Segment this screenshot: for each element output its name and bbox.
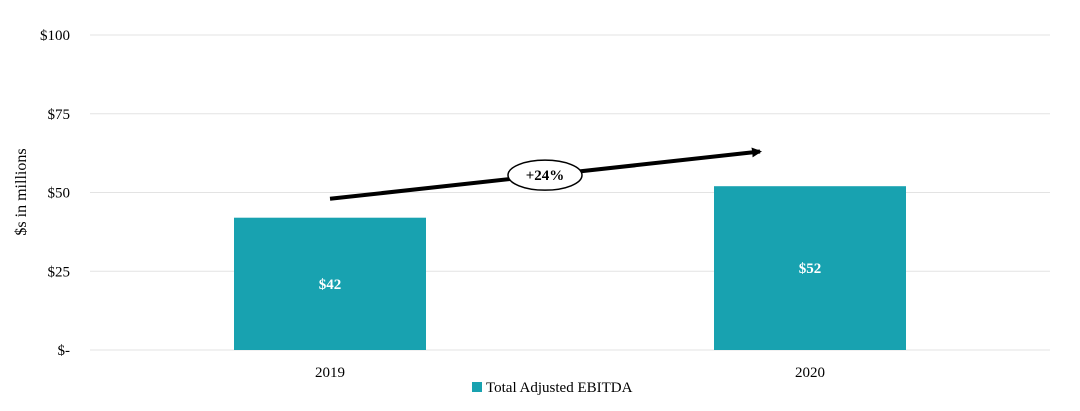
y-tick-label: $100 <box>40 28 70 44</box>
growth-badge <box>507 159 583 191</box>
bar <box>234 217 426 350</box>
legend-swatch <box>472 382 482 392</box>
bar-data-label: $52 <box>799 261 822 277</box>
x-axis-ticks: 2019 2020 <box>315 365 825 381</box>
y-tick-label: $- <box>58 343 71 359</box>
x-tick-label: 2020 <box>795 365 825 381</box>
y-tick-label: $25 <box>48 264 71 280</box>
legend-label: Total Adjusted EBITDA <box>486 380 633 396</box>
bar <box>714 186 906 350</box>
y-tick-label: $50 <box>48 186 71 202</box>
legend: Total Adjusted EBITDA <box>472 380 633 396</box>
x-tick-label: 2019 <box>315 365 345 381</box>
bars <box>234 186 906 350</box>
y-axis-label: $s in millions <box>13 148 30 235</box>
y-axis-ticks: $- $25 $50 $75 $100 <box>40 28 70 359</box>
data-labels: $42 $52 <box>319 261 822 293</box>
growth-label: +24% <box>526 168 565 184</box>
y-tick-label: $75 <box>48 107 71 123</box>
growth-annotation: +24% <box>329 147 762 201</box>
bar-data-label: $42 <box>319 277 342 293</box>
